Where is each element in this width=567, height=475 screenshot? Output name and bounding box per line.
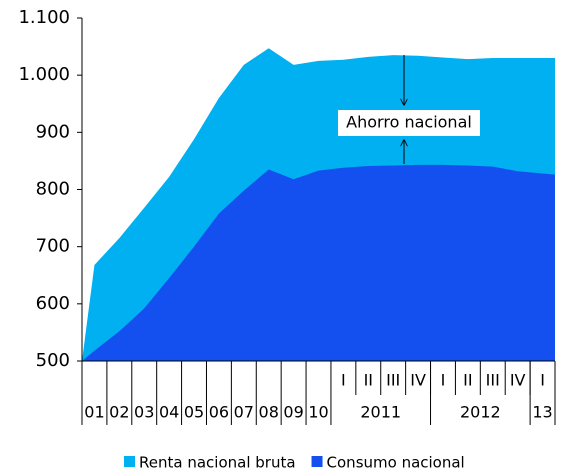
x-tick-label: 08 [259,403,279,422]
x-tick-label: 01 [84,403,104,422]
y-tick-label: 900 [36,121,70,142]
y-tick-label: 1.000 [18,64,70,85]
x-tick-label: 05 [184,403,204,422]
y-tick-label: 500 [36,350,70,371]
x-tick-label: 07 [234,403,254,422]
x-group-label: 13 [532,403,552,422]
x-tick-label: I [540,371,545,390]
x-tick-label: 09 [283,403,303,422]
legend-label: Renta nacional bruta [139,454,296,472]
x-tick-label: II [364,371,373,390]
x-tick-label: 10 [308,403,328,422]
annotation-box [338,110,480,136]
legend-swatch [124,456,135,467]
area [82,164,555,361]
x-tick-label: III [486,371,500,390]
y-tick-label: 800 [36,179,70,200]
x-tick-label: III [386,371,400,390]
x-tick-label: 04 [159,403,179,422]
x-tick-label: 03 [134,403,154,422]
x-tick-label: I [441,371,446,390]
x-tick-label: II [463,371,472,390]
x-tick-label: 02 [109,403,129,422]
x-group-label: 2011 [360,403,401,422]
x-tick-label: IV [510,371,526,390]
legend-label: Consumo nacional [327,454,465,472]
x-group-label: 2012 [460,403,501,422]
y-tick-label: 600 [36,293,70,314]
y-tick-label: 1.100 [18,7,70,28]
legend-swatch [311,456,323,467]
x-tick-label: I [341,371,346,390]
y-tick-label: 700 [36,236,70,257]
x-tick-label: 06 [209,403,229,422]
x-tick-label: IV [410,371,426,390]
annotation: Ahorro nacional [346,113,472,132]
